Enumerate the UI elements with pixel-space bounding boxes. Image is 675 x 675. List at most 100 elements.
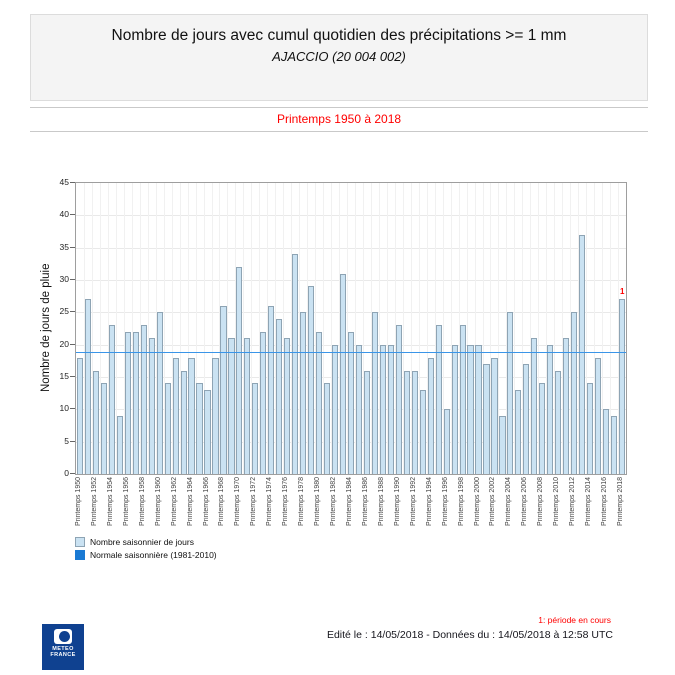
gridline-v	[434, 183, 436, 474]
y-tick-mark	[70, 343, 75, 345]
gridline-v	[179, 183, 181, 474]
gridline-v	[115, 183, 117, 474]
gridline-v	[227, 183, 229, 474]
bar-1959	[148, 338, 155, 474]
bar-swatch-icon	[75, 536, 85, 547]
gridline-v	[195, 183, 197, 474]
bar-1999	[467, 344, 474, 474]
gridline-v	[235, 183, 237, 474]
bar-1977	[292, 254, 299, 474]
gridline-v	[386, 183, 388, 474]
x-tick-1966: Printemps 1966	[202, 477, 210, 527]
x-tick-1962: Printemps 1962	[170, 477, 178, 527]
y-tick-mark	[70, 376, 75, 377]
gridline-v	[378, 183, 380, 474]
y-tick-mark	[70, 440, 75, 442]
bar-1989	[387, 344, 394, 474]
bar-1974	[268, 305, 275, 474]
x-tick-1950: Printemps 1950	[74, 477, 82, 527]
y-tick-mark	[70, 182, 75, 183]
bar-2013	[579, 234, 586, 474]
x-tick-1990: Printemps 1990	[393, 477, 401, 527]
bar-1992	[411, 370, 418, 474]
y-tick-25: 25	[59, 306, 69, 317]
x-tick-2016: Printemps 2016	[601, 477, 609, 527]
gridline-v	[315, 183, 317, 474]
page-title: Nombre de jours avec cumul quotidien des…	[111, 27, 567, 44]
bar-2001	[483, 364, 490, 474]
bar-1953	[100, 383, 107, 474]
gridline-v	[354, 183, 356, 474]
gridline-v	[458, 183, 460, 474]
x-tick-1960: Printemps 1960	[154, 477, 162, 527]
x-tick-2014: Printemps 2014	[585, 477, 593, 527]
gridline-v	[339, 183, 341, 474]
bar-1981	[324, 383, 331, 474]
bar-1980	[316, 331, 323, 474]
bar-1994	[427, 357, 434, 474]
logo-text-france: FRANCE	[50, 652, 76, 658]
bar-2000	[475, 344, 482, 474]
gridline-v	[594, 183, 596, 474]
y-tick-mark	[70, 311, 75, 313]
gridline-v	[586, 183, 588, 474]
y-tick-mark	[70, 246, 75, 248]
gridline-v	[99, 183, 101, 474]
bar-2007	[531, 338, 538, 474]
legend-item-bars: Nombre saisonnier de jours	[75, 536, 217, 547]
legend-item-normale: Normale saisonnière (1981-2010)	[75, 549, 217, 560]
bar-1983	[339, 273, 347, 474]
x-tick-2010: Printemps 2010	[553, 477, 561, 527]
gridline-v	[139, 183, 141, 474]
x-tick-2018: Printemps 2018	[617, 477, 624, 527]
y-tick-mark	[70, 408, 75, 410]
gridline-v	[275, 183, 277, 474]
bar-2010	[555, 370, 562, 474]
gridline-v	[155, 183, 157, 474]
bar-1978	[300, 312, 307, 474]
gridline-v	[394, 183, 396, 474]
gridline-v	[243, 183, 245, 474]
bar-1996	[443, 409, 450, 474]
bar-1991	[403, 370, 410, 474]
gridline-v	[267, 183, 269, 474]
bar-1961	[164, 383, 171, 474]
x-tick-1992: Printemps 1992	[409, 477, 417, 527]
gridline-v	[291, 183, 293, 474]
bar-1962	[172, 357, 179, 474]
y-tick-15: 15	[59, 371, 69, 381]
bar-2014	[587, 383, 594, 474]
bar-1971	[244, 338, 251, 474]
x-tick-1972: Printemps 1972	[250, 477, 258, 527]
x-tick-1988: Printemps 1988	[377, 477, 385, 527]
bar-1970	[236, 267, 243, 474]
bar-2003	[499, 415, 506, 474]
gridline-v	[323, 183, 325, 474]
bar-1973	[260, 331, 267, 474]
bar-2017	[610, 415, 618, 474]
legend-label-bars: Nombre saisonnier de jours	[90, 536, 194, 547]
gridline-v	[426, 183, 428, 474]
bar-1964	[188, 357, 195, 474]
gridline-v	[203, 183, 205, 474]
y-tick-mark	[70, 214, 75, 216]
gridline-v	[211, 183, 213, 474]
gridline-v	[299, 183, 301, 474]
y-tick-45: 45	[59, 177, 69, 187]
gridline-v	[251, 183, 253, 474]
x-tick-2004: Printemps 2004	[505, 477, 513, 527]
x-tick-1964: Printemps 1964	[186, 477, 194, 527]
bar-1990	[395, 325, 402, 474]
bar-1979	[308, 286, 315, 474]
bar-1985	[355, 344, 363, 474]
x-tick-1954: Printemps 1954	[106, 477, 114, 527]
bar-1954	[108, 325, 115, 474]
line-swatch-icon	[75, 549, 85, 560]
x-tick-1998: Printemps 1998	[457, 477, 465, 527]
bar-1951	[84, 299, 92, 474]
gridline-v	[602, 183, 604, 474]
x-tick-1970: Printemps 1970	[234, 477, 242, 527]
bar-1960	[156, 312, 163, 474]
gridline-v	[410, 183, 412, 474]
